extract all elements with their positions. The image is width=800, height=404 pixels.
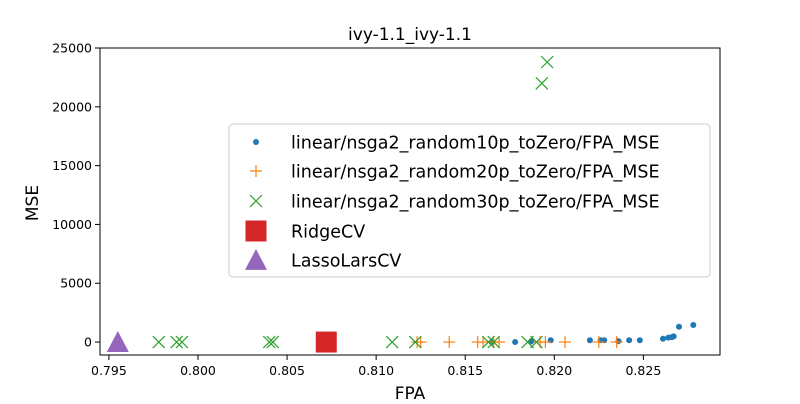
legend-label: RidgeCV <box>291 223 365 243</box>
data-point-linear-nsga2-random20p-tozero-fpa-mse <box>610 336 623 349</box>
data-point-linear-nsga2-random20p-tozero-fpa-mse <box>493 336 506 349</box>
data-point-linear-nsga2-random20p-tozero-fpa-mse <box>559 336 571 349</box>
data-point-linear-nsga2-random30p-tozero-fpa-mse <box>408 335 422 349</box>
data-point-linear-nsga2-random30p-tozero-fpa-mse <box>175 335 189 349</box>
axis-ticks: 0.795 0.800 0.805 0.810 0.815 0.820 0.825 0 5000… <box>52 41 661 379</box>
data-point-linear-nsga2-random20p-tozero-fpa-mse <box>414 336 427 349</box>
legend: linear/nsga2_random10p_toZero/FPA_MSElin… <box>228 123 711 278</box>
chart-title: ivy-1.1_ivy-1.1 <box>348 25 472 45</box>
data-point-linear-nsga2-random20p-tozero-fpa-mse <box>539 336 552 349</box>
y-tick-label: 25000 <box>52 41 92 56</box>
legend-marker <box>253 139 259 145</box>
data-point-linear-nsga2-random10p-tozero-fpa-mse <box>670 333 677 340</box>
x-tick-label: 0.800 <box>180 363 216 378</box>
data-point-linear-nsga2-random30p-tozero-fpa-mse <box>487 335 501 349</box>
data-point-linear-nsga2-random10p-tozero-fpa-mse <box>512 339 519 346</box>
data-point-linear-nsga2-random30p-tozero-fpa-mse <box>262 335 276 349</box>
data-point-linear-nsga2-random20p-tozero-fpa-mse <box>443 336 456 349</box>
data-point-linear-nsga2-random30p-tozero-fpa-mse <box>385 335 399 349</box>
data-point-linear-nsga2-random30p-tozero-fpa-mse <box>540 55 554 69</box>
x-tick-label: 0.805 <box>269 363 305 378</box>
data-point-linear-nsga2-random10p-tozero-fpa-mse <box>636 337 643 344</box>
legend-label: LassoLarsCV <box>291 252 401 272</box>
data-point-linear-nsga2-random30p-tozero-fpa-mse <box>481 335 495 349</box>
data-point-linear-nsga2-random30p-tozero-fpa-mse <box>535 76 549 90</box>
legend-marker <box>250 165 262 177</box>
legend-label: linear/nsga2_random10p_toZero/FPA_MSE <box>291 134 660 154</box>
y-tick-label: 0 <box>84 335 92 350</box>
data-point-linear-nsga2-random10p-tozero-fpa-mse <box>659 335 666 342</box>
data-point-linear-nsga2-random10p-tozero-fpa-mse <box>676 323 683 330</box>
y-tick-label: 5000 <box>60 276 92 291</box>
plot-frame <box>99 47 721 356</box>
x-tick-label: 0.825 <box>625 363 661 378</box>
data-point-linear-nsga2-random30p-tozero-fpa-mse <box>266 335 280 349</box>
x-axis-label: FPA <box>395 384 426 400</box>
y-tick-label: 10000 <box>52 217 92 232</box>
x-tick-label: 0.795 <box>91 363 127 378</box>
data-point-linear-nsga2-random10p-tozero-fpa-mse <box>586 337 593 344</box>
x-tick-label: 0.820 <box>536 363 572 378</box>
data-point-linear-nsga2-random30p-tozero-fpa-mse <box>170 335 184 349</box>
x-tick-label: 0.810 <box>358 363 394 378</box>
data-markers <box>106 55 697 353</box>
y-tick-label: 15000 <box>52 158 92 173</box>
y-axis-label: MSE <box>23 185 43 221</box>
legend-marker <box>245 249 267 270</box>
data-point-linear-nsga2-random30p-tozero-fpa-mse <box>530 335 543 349</box>
data-point-linear-nsga2-random20p-tozero-fpa-mse <box>592 336 605 349</box>
data-point-linear-nsga2-random20p-tozero-fpa-mse <box>477 336 490 349</box>
legend-label: linear/nsga2_random20p_toZero/FPA_MSE <box>291 163 660 183</box>
data-point-linear-nsga2-random10p-tozero-fpa-mse <box>626 337 633 344</box>
data-point-linear-nsga2-random30p-tozero-fpa-mse <box>521 335 535 349</box>
legend-label: linear/nsga2_random30p_toZero/FPA_MSE <box>291 193 660 213</box>
data-point-linear-nsga2-random10p-tozero-fpa-mse <box>690 322 697 329</box>
legend-marker <box>249 194 263 208</box>
legend-box <box>228 123 711 278</box>
legend-marker <box>245 220 267 242</box>
data-point-linear-nsga2-random30p-tozero-fpa-mse <box>152 335 166 349</box>
data-point-ridgecv <box>315 331 337 353</box>
x-tick-label: 0.815 <box>447 363 483 378</box>
y-tick-label: 20000 <box>52 99 92 114</box>
data-point-lassolarscv <box>106 331 129 352</box>
